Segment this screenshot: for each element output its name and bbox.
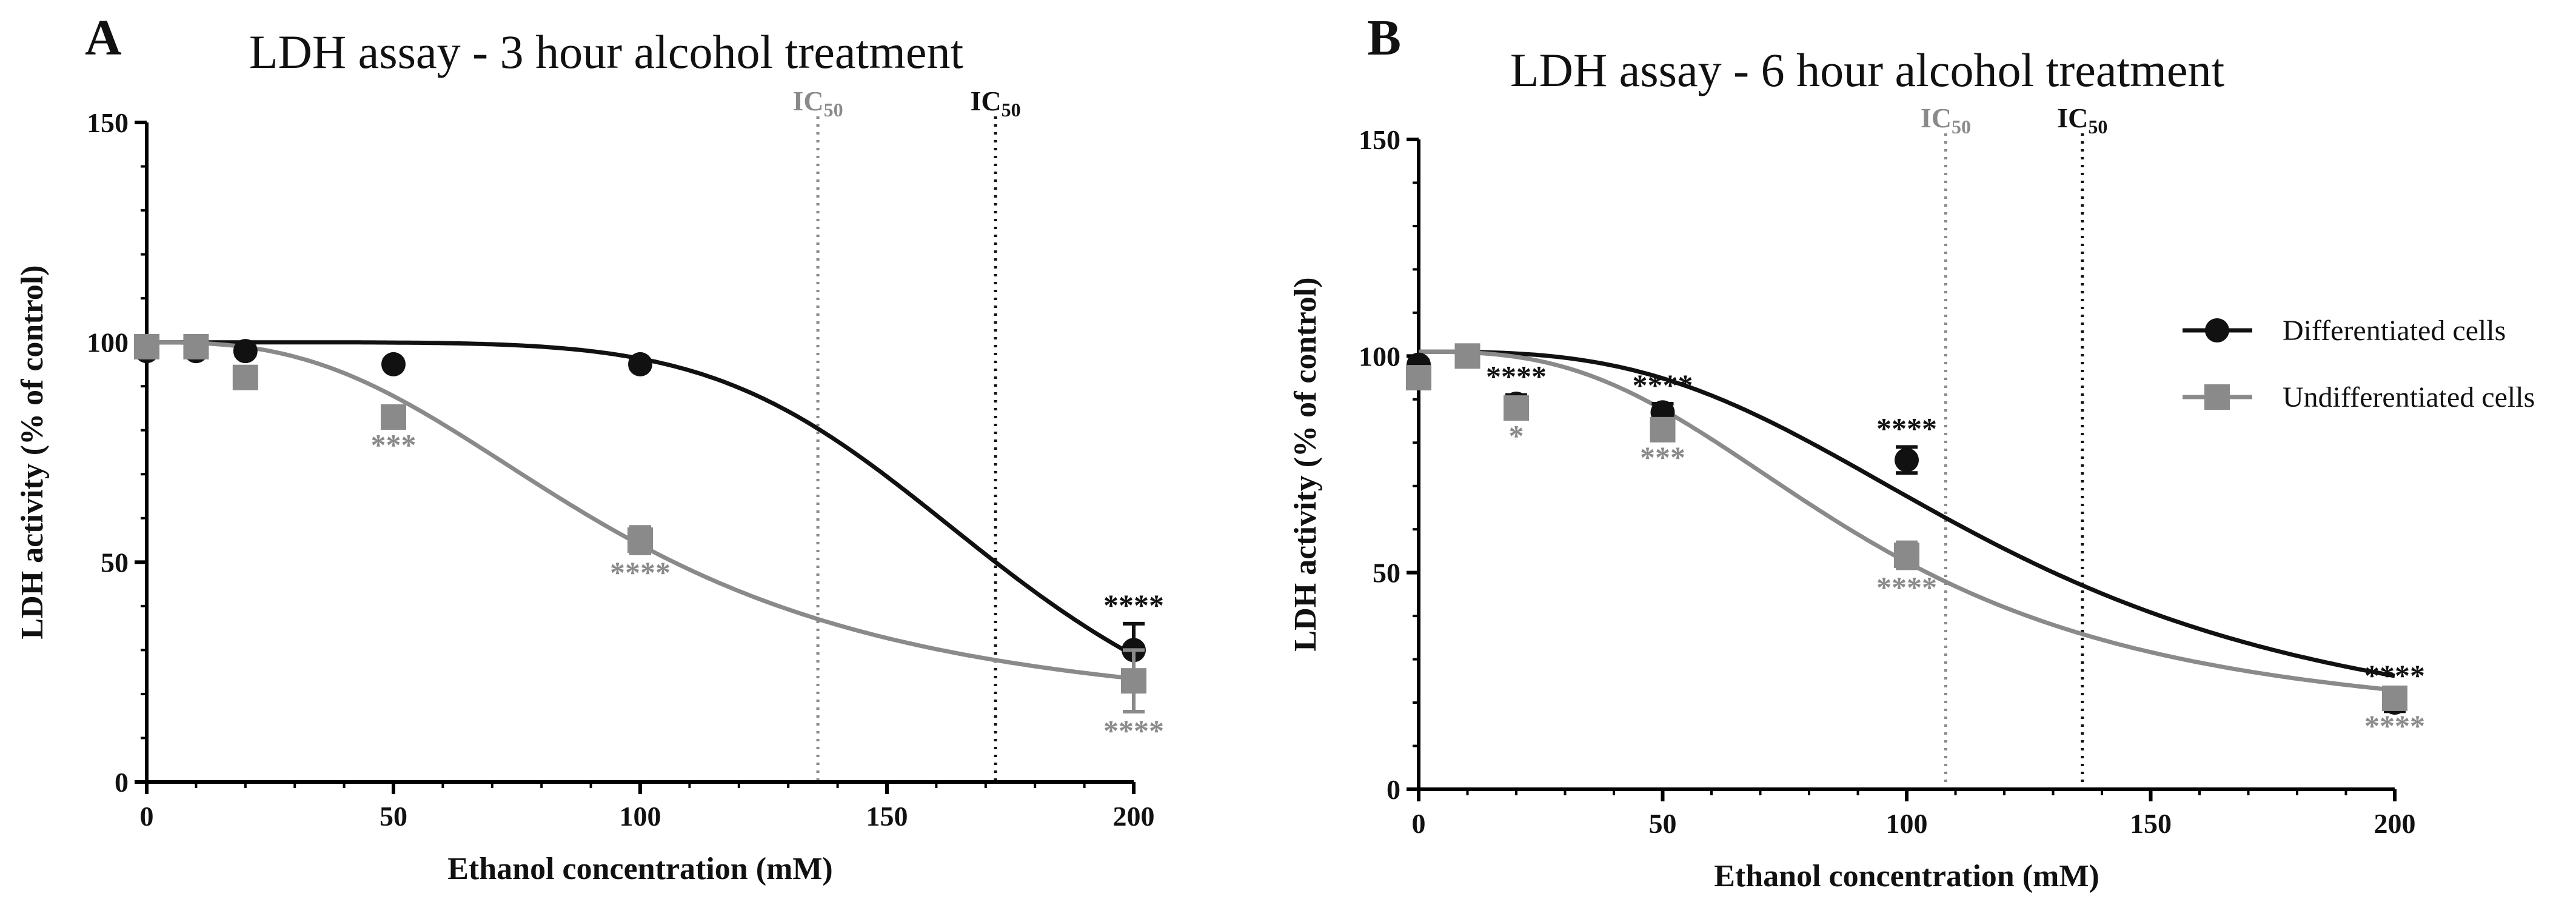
chart-title: LDH assay - 6 hour alcohol treatment [1510,44,2225,96]
y-axis-label: LDH activity (% of control) [1288,277,1323,651]
x-tick-label: 150 [2130,808,2172,839]
x-tick-label: 200 [2374,808,2416,839]
x-tick-label: 100 [620,801,661,832]
chart-panel-a: A LDH assay - 3 hour alcohol treatmentIC5… [15,10,1164,886]
chart-panel-b: B LDH assay - 6 hour alcohol treatment IC5… [1288,10,2425,894]
x-tick-label: 0 [140,801,154,832]
y-tick-label: 0 [1387,774,1400,805]
data-point-undifferentiated [1454,343,1480,369]
x-axis-label: Ethanol concentration (mM) [1714,859,2099,894]
legend-label-2: Undifferentiated cells [2283,381,2535,413]
y-tick-label: 100 [87,327,129,358]
significance-label-differentiated: **** [1486,359,1547,393]
data-point-undifferentiated [627,527,653,553]
data-point-undifferentiated [1121,668,1146,694]
significance-label-undifferentiated: * [1509,418,1524,452]
ic50-label-1: IC50 [792,85,843,121]
significance-label-undifferentiated: **** [2364,709,2425,743]
data-point-undifferentiated [381,404,406,430]
data-point-undifferentiated [1894,543,1919,569]
fit-curve-differentiated [1419,349,2395,678]
significance-label-undifferentiated: *** [1640,440,1685,474]
ic50-label-2: IC50 [2057,102,2107,138]
data-point-differentiated [1895,447,1919,472]
significance-label-differentiated: **** [1633,368,1693,402]
data-point-undifferentiated [232,364,258,390]
significance-label-undifferentiated: *** [371,427,417,461]
significance-label-undifferentiated: **** [1103,713,1164,747]
data-point-undifferentiated [1504,395,1529,421]
x-tick-label: 50 [1649,808,1677,839]
data-point-differentiated [233,339,258,364]
fit-curve-differentiated [147,340,1135,658]
y-tick-label: 150 [87,107,129,138]
data-point-differentiated [628,352,652,376]
legend-label-1: Differentiated cells [2283,315,2506,347]
data-point-undifferentiated [1406,365,1431,391]
x-tick-label: 200 [1113,801,1155,832]
panel-letter: A [85,10,122,66]
x-tick-label: 0 [1412,808,1426,839]
data-point-undifferentiated [2382,685,2407,711]
legend: Differentiated cells Undifferentiated cel… [2183,315,2535,413]
y-tick-label: 50 [101,547,129,578]
y-tick-label: 50 [1373,558,1400,589]
ic50-label-1: IC50 [1921,102,1971,138]
y-tick-label: 100 [1359,341,1400,372]
ic50-label-2: IC50 [971,85,1021,121]
fit-curve-undifferentiated [147,340,1134,681]
chart-title: LDH assay - 3 hour alcohol treatment [249,25,964,78]
significance-label-undifferentiated: **** [1876,570,1937,604]
significance-label-differentiated: **** [1103,588,1164,622]
x-axis-label: Ethanol concentration (mM) [447,852,832,886]
significance-label-differentiated: **** [1876,411,1937,445]
data-point-differentiated [381,352,406,376]
data-point-undifferentiated [1650,416,1676,443]
legend-marker-circle [2205,318,2229,342]
x-tick-label: 50 [380,801,407,832]
x-tick-label: 100 [1886,808,1928,839]
x-tick-label: 150 [866,801,908,832]
significance-label-undifferentiated: **** [610,555,671,589]
data-point-undifferentiated [134,333,159,359]
data-point-undifferentiated [183,333,209,359]
legend-marker-square [2204,384,2230,410]
y-tick-label: 0 [115,767,129,798]
fit-curve-undifferentiated [1419,349,2395,692]
panel-letter: B [1367,10,1401,66]
y-tick-label: 150 [1359,124,1400,155]
y-axis-label: LDH activity (% of control) [15,265,50,639]
